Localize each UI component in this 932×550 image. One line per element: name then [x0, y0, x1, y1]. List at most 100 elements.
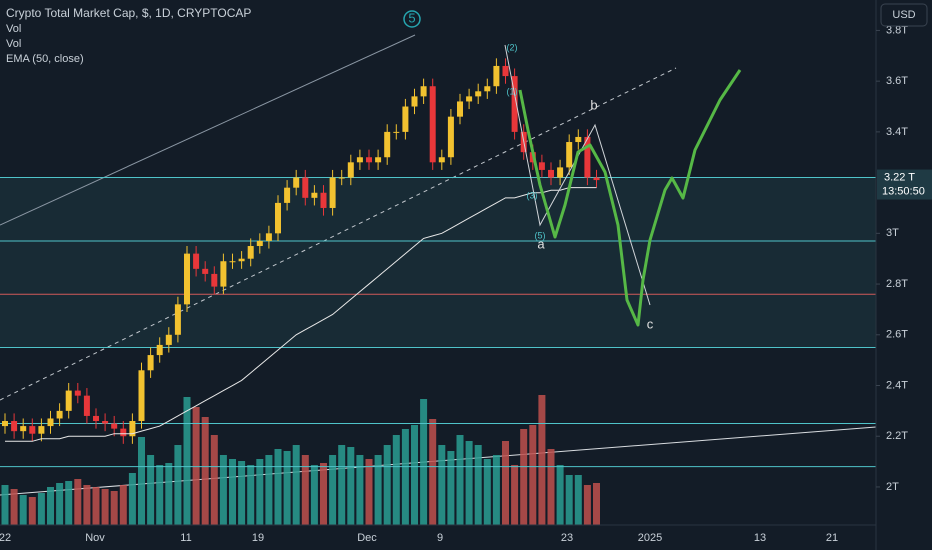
volume-bar: [10, 489, 18, 525]
wave-label: (2): [507, 42, 518, 52]
volume-bar: [283, 451, 291, 525]
x-axis-area: [0, 525, 876, 550]
volume-bar: [247, 465, 255, 525]
volume-bar: [392, 435, 400, 525]
candle-body: [356, 157, 363, 163]
trend-line-dashed: [0, 67, 677, 401]
volume-bar: [128, 473, 136, 525]
candle-body: [275, 202, 281, 234]
candle-body: [229, 261, 236, 263]
candle-body: [120, 428, 127, 437]
volume-bar: [538, 395, 546, 525]
volume-bar: [429, 419, 437, 525]
trend-line: [0, 34, 416, 226]
y-tick-label: 3.4T: [886, 126, 908, 138]
axis-layer: 3.8T 3.6T 3.4T 3T 2.8T 2.6T 2.4T 2.2T 2T 22 Nov 11 1…: [0, 24, 932, 544]
x-tick-label: Nov: [85, 532, 105, 544]
volume-bar: [192, 407, 200, 525]
volume-bar: [411, 425, 418, 525]
volume-bar: [529, 425, 537, 525]
volume-bar: [37, 493, 45, 525]
volume-bar: [119, 485, 127, 525]
volume-bar: [492, 455, 500, 525]
volume-bar: [329, 455, 337, 525]
candle-body: [548, 169, 554, 178]
y-tick-label: 2.8T: [886, 278, 908, 290]
volume-bar: [502, 441, 509, 525]
candle-body: [511, 76, 518, 132]
volume-bar: [583, 485, 591, 525]
candle-body: [366, 157, 372, 163]
wave-label: b: [590, 97, 597, 112]
wave-circle: [403, 10, 421, 28]
volume-bar: [556, 465, 564, 525]
candle-body: [174, 304, 181, 335]
candle-body: [220, 261, 227, 287]
candle-body: [20, 426, 27, 432]
candle-body: [475, 91, 482, 97]
volume-bar: [101, 489, 109, 525]
candle-body: [538, 162, 545, 170]
volume-bar: [320, 463, 327, 525]
candle-body: [102, 421, 109, 424]
candle-body: [347, 162, 354, 178]
candle-body: [557, 167, 564, 178]
volume-bar: [547, 449, 555, 525]
volume-bar: [229, 459, 236, 525]
x-tick-label: 22: [0, 532, 11, 544]
candle-body: [393, 131, 400, 133]
y-tick-label: 3.8T: [886, 24, 908, 36]
candle-body: [47, 418, 54, 427]
x-tick-label: 23: [561, 532, 573, 544]
candle-body: [193, 253, 200, 269]
candle-body: [2, 421, 8, 427]
wave-label: (3): [527, 190, 538, 200]
candle-body: [129, 421, 136, 437]
y-tick-label: 2T: [886, 481, 899, 493]
wave-label: (1): [507, 86, 518, 96]
wave-label: a: [537, 236, 545, 251]
volume-bar: [338, 445, 346, 525]
candle-body: [447, 116, 454, 158]
candle-body: [11, 421, 18, 432]
volume-bar: [156, 465, 164, 525]
candle-body: [111, 423, 118, 429]
candle-body: [156, 344, 163, 356]
candle-body: [74, 390, 81, 396]
volume-bar: [19, 495, 27, 525]
x-tick-label: 11: [180, 532, 191, 544]
volume-bar: [92, 487, 100, 525]
candle-body: [147, 355, 154, 371]
candle-body: [202, 268, 209, 274]
x-tick-label: 19: [252, 532, 264, 544]
volume-bar: [420, 399, 428, 525]
currency-label[interactable]: USD: [892, 9, 915, 21]
currency-button[interactable]: [880, 3, 928, 27]
candle-body: [256, 240, 263, 247]
volume-bar: [47, 487, 54, 525]
volume-bar: [256, 459, 264, 525]
volume-bar: [310, 465, 318, 525]
volume-bar: [593, 483, 600, 525]
y-tick-label: 2.4T: [886, 379, 908, 391]
candle-body: [402, 106, 409, 132]
x-tick-label: Dec: [357, 532, 377, 544]
candle-body: [338, 177, 345, 179]
candle-body: [247, 246, 254, 259]
trend-line: [0, 426, 877, 496]
candle-body: [493, 65, 500, 87]
y-tick-label: 2.2T: [886, 430, 908, 442]
x-tick-label: 21: [826, 532, 838, 544]
candle-body: [320, 192, 327, 208]
candle-body: [466, 96, 473, 102]
volume-bar: [447, 451, 455, 525]
zone-layer: [0, 177, 876, 348]
forecast-path: [518, 69, 742, 327]
candle-body: [575, 136, 582, 143]
volume-bar: [165, 463, 173, 525]
level-zone: [0, 177, 876, 348]
volume-bar: [520, 429, 528, 525]
y-tick-label: 2.6T: [886, 329, 908, 341]
countdown-label: 13:50:50: [882, 185, 925, 197]
